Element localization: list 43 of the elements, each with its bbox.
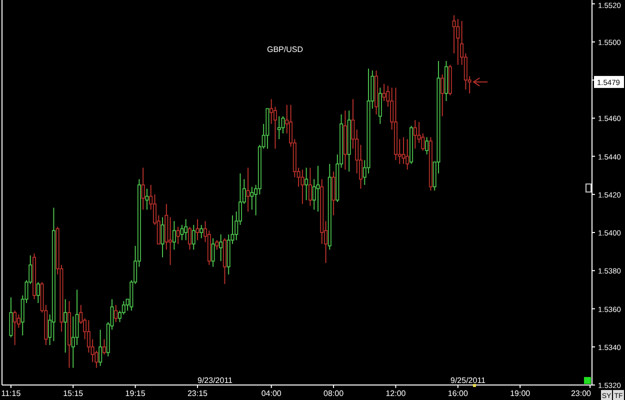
x-tick-label: 16:00 (448, 389, 468, 398)
x-tick-label: 11:15 (1, 389, 22, 398)
candlestick (273, 106, 277, 150)
text: GBP/USD (266, 45, 304, 54)
x-tick-label: 12:00 (386, 389, 406, 398)
candlestick (168, 216, 172, 266)
x-tick-label: 04:00 (261, 389, 282, 398)
candlestick (308, 167, 312, 206)
candlestick (366, 68, 370, 174)
x-tick-label: 23:15 (187, 389, 208, 398)
candlestick (145, 188, 149, 210)
candlestick (444, 60, 448, 102)
x-tick-label: 19:15 (125, 389, 146, 398)
candlestick (71, 316, 75, 368)
candlestick (304, 167, 308, 201)
x-tick-label: 19:00 (510, 389, 531, 398)
candlestick (75, 289, 79, 346)
candlestick (456, 18, 460, 66)
candlestick (67, 300, 71, 368)
candlestick (98, 329, 102, 366)
candlestick (452, 14, 456, 54)
candlestick (347, 110, 351, 172)
x-tick-label: 08:00 (324, 389, 344, 398)
candlestick (207, 230, 211, 266)
x-tick-label: 23:00 (570, 389, 592, 398)
candlestick (52, 207, 56, 342)
candlestick (343, 110, 347, 170)
candlestick (211, 238, 215, 268)
candlestick (312, 178, 316, 210)
candlestick (402, 136, 406, 164)
candlestick (164, 203, 168, 250)
candlestick (172, 220, 176, 250)
candlestick (196, 218, 200, 241)
candlestick (428, 136, 432, 192)
candlestick (320, 178, 324, 244)
annotation: 9/25/2011 (450, 376, 486, 385)
candlestick (184, 218, 188, 241)
x-tick-label: 15:15 (63, 389, 84, 398)
candlestick (374, 70, 378, 115)
annotation: 9/23/2011 (198, 376, 234, 385)
candlestick (300, 169, 304, 204)
candlestick (160, 216, 164, 258)
candlestick (246, 167, 250, 212)
